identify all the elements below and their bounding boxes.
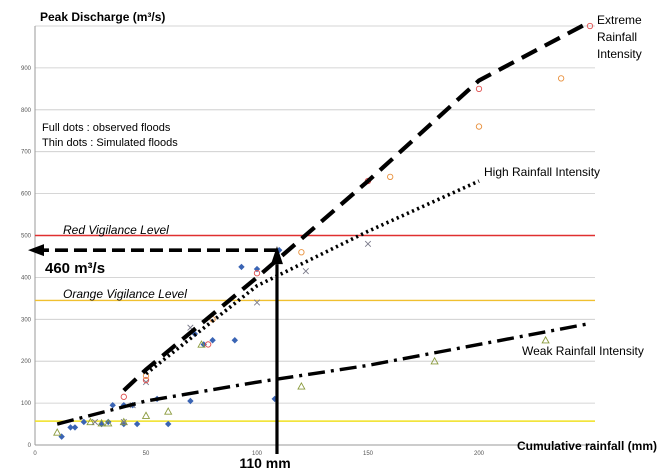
simulated-point bbox=[142, 379, 150, 386]
simulated-point bbox=[197, 340, 206, 348]
simulated-point bbox=[475, 85, 483, 93]
trend-label-high: High Rainfall Intensity bbox=[484, 165, 600, 179]
simulated-point bbox=[53, 428, 62, 436]
y-tick-label: 500 bbox=[21, 234, 32, 240]
simulated-point bbox=[253, 270, 261, 277]
simulated-point bbox=[475, 123, 483, 130]
observed-point bbox=[238, 263, 245, 271]
y-tick-label: 100 bbox=[21, 401, 32, 407]
simulated-point bbox=[142, 376, 150, 384]
y-tick-label: 200 bbox=[21, 359, 32, 365]
observed-point bbox=[165, 420, 172, 428]
legend-note-observed: Full dots : observed floods bbox=[42, 122, 171, 134]
highlight-y-arrowhead bbox=[28, 244, 44, 257]
y-axis-title: Peak Discharge (m³/s) bbox=[40, 10, 165, 24]
trend-line bbox=[144, 179, 480, 376]
y-tick-label: 800 bbox=[21, 108, 32, 114]
simulated-point bbox=[541, 335, 550, 344]
simulated-point bbox=[164, 407, 173, 415]
x-tick-label: 100 bbox=[252, 451, 263, 457]
trend-label-extreme-line3: Intensity bbox=[597, 47, 642, 61]
y-tick-label: 300 bbox=[21, 317, 32, 323]
observed-point bbox=[120, 420, 127, 428]
simulated-point bbox=[302, 267, 309, 275]
trend-lines bbox=[56, 19, 591, 426]
simulated-point bbox=[97, 418, 106, 427]
trend-label-extreme: Extreme Rainfall Intensity bbox=[597, 13, 645, 61]
simulated-point bbox=[141, 411, 151, 419]
simulated-point bbox=[430, 356, 439, 365]
cross-stroke bbox=[142, 379, 150, 386]
x-tick-label: 0 bbox=[33, 451, 37, 457]
data-points bbox=[53, 22, 594, 440]
cross-stroke bbox=[302, 267, 309, 275]
observed-point bbox=[187, 397, 194, 405]
trend-line bbox=[56, 321, 591, 426]
simulated-point bbox=[91, 418, 99, 426]
observed-point bbox=[58, 433, 65, 440]
simulated-point bbox=[120, 393, 127, 400]
cross-stroke bbox=[253, 299, 261, 306]
simulated-point bbox=[586, 22, 594, 30]
observed-point bbox=[209, 337, 216, 344]
simulated-point bbox=[119, 417, 128, 426]
y-tick-label: 400 bbox=[21, 275, 32, 281]
highlight-x-label: 110 mm bbox=[239, 455, 290, 471]
threshold-lines bbox=[35, 234, 595, 422]
threshold-label-red: Red Vigilance Level bbox=[63, 223, 169, 237]
cross-stroke bbox=[364, 240, 372, 247]
trend-label-extreme-line1: Extreme bbox=[597, 13, 642, 27]
simulated-point bbox=[297, 382, 306, 390]
simulated-point bbox=[205, 341, 212, 348]
observed-point bbox=[133, 420, 141, 428]
x-tick-labels: 0 50 100 150 200 bbox=[33, 451, 484, 457]
y-tick-labels: 0 100 200 300 400 500 600 700 800 900 bbox=[21, 66, 32, 449]
simulated-point bbox=[253, 299, 261, 306]
x-tick-label: 50 bbox=[143, 451, 150, 457]
highlight-x-arrowhead bbox=[270, 246, 283, 265]
trend-line bbox=[122, 19, 591, 393]
y-tick-label: 700 bbox=[21, 150, 32, 156]
cross-stroke bbox=[120, 418, 127, 426]
cross-stroke bbox=[187, 324, 194, 331]
simulated-point bbox=[86, 417, 95, 426]
x-tick-label: 150 bbox=[363, 451, 374, 457]
simulated-point bbox=[298, 249, 305, 256]
y-tick-label: 0 bbox=[28, 443, 32, 449]
cross-stroke bbox=[91, 418, 99, 426]
simulated-point bbox=[387, 173, 394, 180]
simulated-point bbox=[364, 240, 372, 247]
threshold-label-orange: Orange Vigilance Level bbox=[63, 287, 187, 301]
x-axis-title: Cumulative rainfall (mm) bbox=[517, 439, 657, 453]
trend-label-extreme-line2: Rainfall bbox=[597, 30, 637, 44]
highlight-arrows bbox=[28, 244, 283, 454]
y-tick-label: 600 bbox=[21, 192, 32, 198]
x-tick-label: 200 bbox=[474, 451, 485, 457]
legend-note-simulated: Thin dots : Simulated floods bbox=[42, 137, 178, 149]
highlight-y-label: 460 m³/s bbox=[45, 260, 105, 277]
simulated-point bbox=[120, 418, 127, 426]
observed-point bbox=[231, 337, 238, 344]
trend-label-weak: Weak Rainfall Intensity bbox=[522, 344, 644, 358]
observed-point bbox=[80, 418, 88, 426]
y-tick-label: 900 bbox=[21, 66, 32, 72]
observed-point bbox=[109, 401, 116, 409]
simulated-point bbox=[557, 75, 565, 82]
observed-point bbox=[71, 424, 79, 431]
observed-point bbox=[67, 424, 74, 431]
simulated-point bbox=[104, 418, 113, 427]
